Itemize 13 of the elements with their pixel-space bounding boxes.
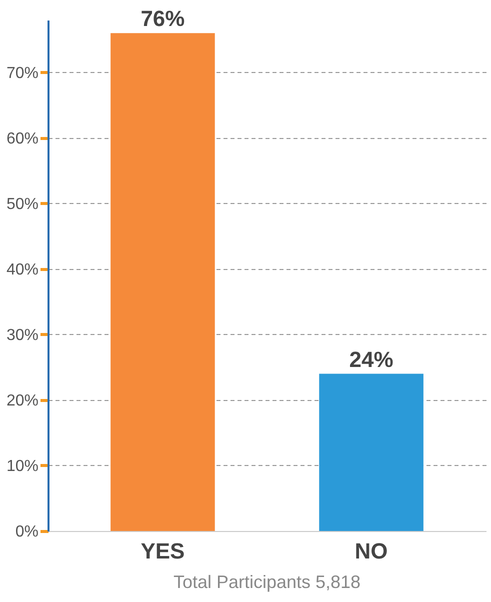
y-tick-label: 0%: [15, 524, 38, 540]
x-tick-label: NO: [354, 538, 388, 564]
x-tick-label: YES: [140, 538, 185, 564]
y-tick-label: 40%: [6, 261, 38, 278]
y-tick-label: 60%: [6, 130, 38, 148]
y-tick-label: 10%: [6, 458, 38, 475]
y-tick-label: 30%: [6, 326, 38, 344]
data-label: 76%: [140, 6, 185, 32]
y-tick-label: 70%: [6, 64, 38, 82]
y-tick-label: 20%: [6, 392, 38, 410]
text: Total Participants 5,818: [173, 572, 361, 592]
y-tick-label: 50%: [6, 196, 38, 213]
data-label: 24%: [349, 346, 394, 372]
